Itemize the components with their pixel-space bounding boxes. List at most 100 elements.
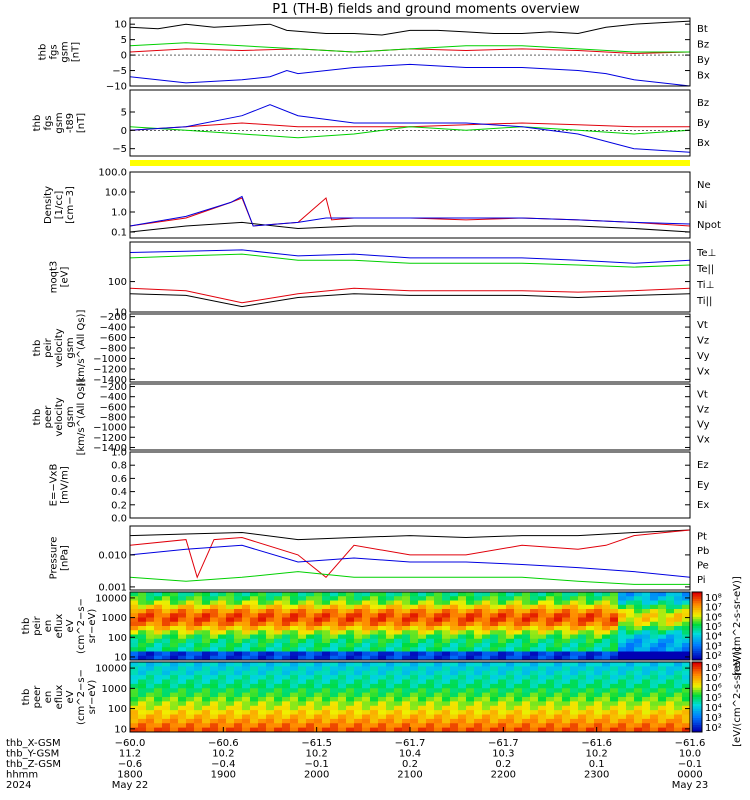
heatmap-cell [610,621,619,627]
heatmap-cell [466,621,475,627]
y-tick-label: −1200 [93,364,127,375]
heatmap-cell [194,675,203,680]
heatmap-cell [226,723,235,729]
heatmap-cell [242,655,251,661]
heatmap-cell [162,651,171,657]
heatmap-cell [682,596,691,601]
heatmap-cell [314,723,323,729]
heatmap-cell [234,688,243,694]
heatmap-cell [626,617,635,623]
heatmap-cell [442,705,451,711]
heatmap-cell [346,613,355,618]
heatmap-cell [130,679,139,685]
heatmap-cell [338,710,347,715]
heatmap-cell [450,723,459,729]
heatmap-cell [202,592,211,597]
heatmap-cell [482,710,491,715]
heatmap-cell [626,651,635,657]
heatmap-cell [658,710,667,715]
heatmap-cell [202,692,211,698]
heatmap-cell [162,655,171,661]
heatmap-cell [306,723,315,729]
heatmap-cell [298,596,307,601]
heatmap-cell [298,727,307,733]
heatmap-cell [130,675,139,680]
heatmap-cell [306,604,315,610]
heatmap-cell [394,670,403,676]
heatmap-cell [146,718,155,724]
heatmap-cell [298,723,307,729]
heatmap-cell [154,651,163,657]
heatmap-cell [658,723,667,729]
heatmap-cell [410,662,419,667]
heatmap-cell [466,596,475,601]
heatmap-cell [482,592,491,597]
heatmap-cell [538,718,547,724]
heatmap-cell [410,621,419,627]
heatmap-cell [498,666,507,672]
heatmap-cell [642,670,651,676]
heatmap-cell [458,670,467,676]
heatmap-cell [354,600,363,606]
heatmap-cell [418,630,427,635]
heatmap-cell [562,718,571,724]
heatmap-cell [194,634,203,640]
heatmap-cell [202,662,211,667]
heatmap-cell [514,630,523,635]
heatmap-cell [538,666,547,672]
heatmap-cell [338,617,347,623]
heatmap-cell [338,600,347,606]
heatmap-cell [226,727,235,733]
heatmap-cell [466,683,475,689]
heatmap-cell [610,701,619,707]
heatmap-cell [522,688,531,694]
heatmap-cell [506,666,515,672]
heatmap-cell [410,643,419,648]
heatmap-cell [322,617,331,623]
heatmap-cell [202,705,211,711]
heatmap-cell [146,692,155,698]
heatmap-cell [474,626,483,631]
heatmap-cell [530,638,539,644]
heatmap-cell [442,613,451,618]
heatmap-cell [570,679,579,685]
heatmap-cell [538,692,547,698]
heatmap-cell [642,697,651,702]
panel-background [130,526,690,590]
heatmap-cell [634,683,643,689]
heatmap-cell [250,718,259,724]
panel-frame [129,17,691,87]
heatmap-cell [426,705,435,711]
heatmap-cell [426,617,435,623]
heatmap-cell [322,613,331,618]
heatmap-cell [386,647,395,652]
heatmap-cell [346,596,355,601]
heatmap-cell [682,675,691,680]
heatmap-cell [634,621,643,627]
heatmap-cell [282,609,291,614]
heatmap-cell [682,727,691,733]
heatmap-cell [282,600,291,606]
heatmap-cell [626,643,635,648]
colorbar-tick-label: 10⁶ [705,612,722,623]
heatmap-cell [514,714,523,720]
heatmap-cell [242,630,251,635]
heatmap-cell [362,630,371,635]
heatmap-cell [514,651,523,657]
heatmap-cell [578,701,587,707]
y-tick-label: −800 [100,413,127,424]
heatmap-cell [202,723,211,729]
colorbar-segment [692,596,702,600]
heatmap-cell [650,666,659,672]
heatmap-cell [442,621,451,627]
heatmap-cell [538,643,547,648]
heatmap-cell [322,655,331,661]
heatmap-cell [346,666,355,672]
heatmap-cell [274,705,283,711]
heatmap-cell [442,655,451,661]
heatmap-cell [658,592,667,597]
heatmap-cell [250,613,259,618]
heatmap-cell [642,714,651,720]
heatmap-cell [562,630,571,635]
colorbar-segment [692,601,702,604]
